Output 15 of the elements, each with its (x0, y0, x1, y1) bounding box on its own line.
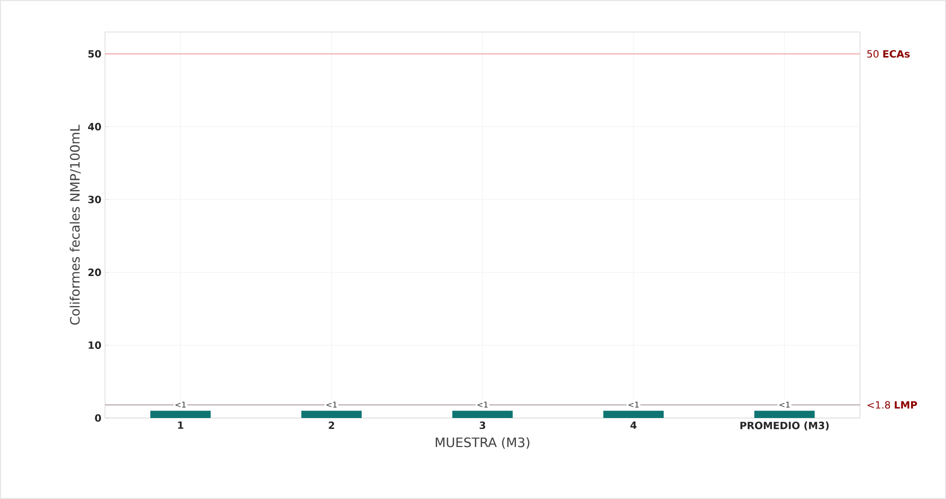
y-tick-label: 30 (88, 196, 102, 204)
y-tick-label: 50 (88, 50, 102, 58)
y-tick-label: 10 (88, 341, 102, 349)
y-tick-label: 0 (95, 414, 101, 422)
ref-line-label: 50 ECAs (867, 50, 910, 58)
x-tick-label: 2 (328, 422, 334, 429)
x-tick-label: PROMEDIO (M3) (740, 422, 829, 430)
x-axis-title: MUESTRA (M3) (436, 437, 530, 449)
ref-line-label: <1.8 LMP (868, 401, 918, 409)
y-axis-title: Coliformes fecales NMP/100mL (70, 124, 81, 325)
x-tick-label: 4 (630, 422, 637, 429)
y-tick-label: 40 (88, 122, 102, 130)
y-tick-label: 20 (88, 268, 102, 276)
x-tick-label: 3 (480, 422, 486, 430)
x-tick-label: 1 (178, 422, 184, 429)
